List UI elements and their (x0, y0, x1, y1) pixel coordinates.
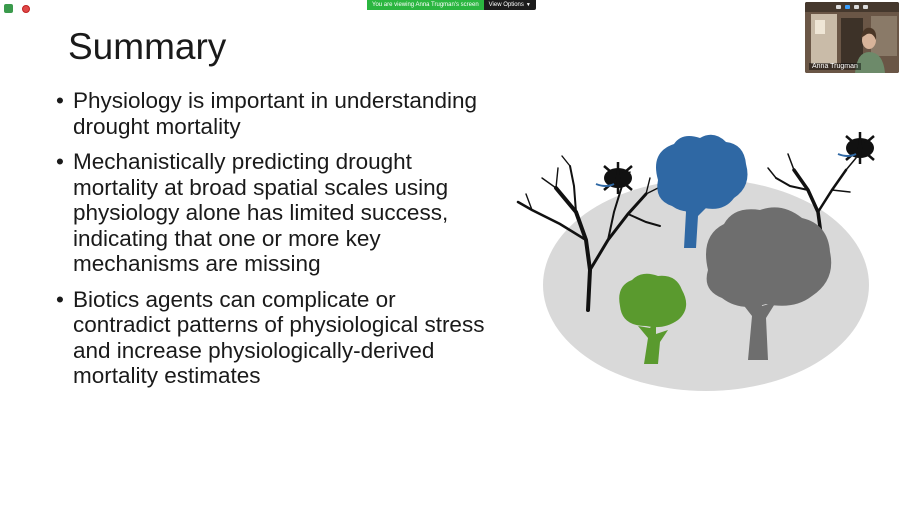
record-icon (22, 4, 30, 13)
speaker-view-icon[interactable] (845, 5, 850, 9)
screen-share-bar: You are viewing Anna Trugman's screen Vi… (367, 0, 536, 10)
security-status (4, 4, 30, 13)
gray-tree-icon (706, 207, 832, 360)
bark-beetle-icon (595, 162, 633, 194)
bark-beetle-icon (837, 132, 875, 164)
video-feed (805, 2, 899, 73)
bullet-item: Biotics agents can complicate or contrad… (56, 287, 496, 389)
view-options-label: View Options (488, 2, 524, 8)
chevron-down-icon: ▼ (525, 2, 531, 8)
participant-name: Anna Trugman (809, 63, 861, 70)
dead-tree-right-icon (767, 153, 857, 244)
shield-icon[interactable] (4, 4, 13, 13)
video-toolbar (805, 2, 899, 12)
view-options-button[interactable]: View Options ▼ (483, 0, 536, 10)
dead-tree-left-icon (516, 155, 663, 312)
participant-video-tile[interactable]: Anna Trugman (805, 2, 899, 73)
forest-mortality-illustration (516, 132, 875, 391)
slide-title: Summary (68, 26, 227, 67)
gallery-view-icon[interactable] (854, 5, 859, 9)
minimize-icon[interactable] (836, 5, 841, 9)
bullet-item: Physiology is important in understanding… (56, 88, 496, 139)
more-icon[interactable] (863, 5, 868, 9)
bullet-item: Mechanistically predicting drought morta… (56, 149, 496, 277)
blue-tree-icon (656, 134, 748, 248)
share-banner: You are viewing Anna Trugman's screen (367, 0, 484, 10)
green-tree-icon (619, 273, 687, 364)
bullet-list: Physiology is important in understanding… (56, 88, 496, 399)
